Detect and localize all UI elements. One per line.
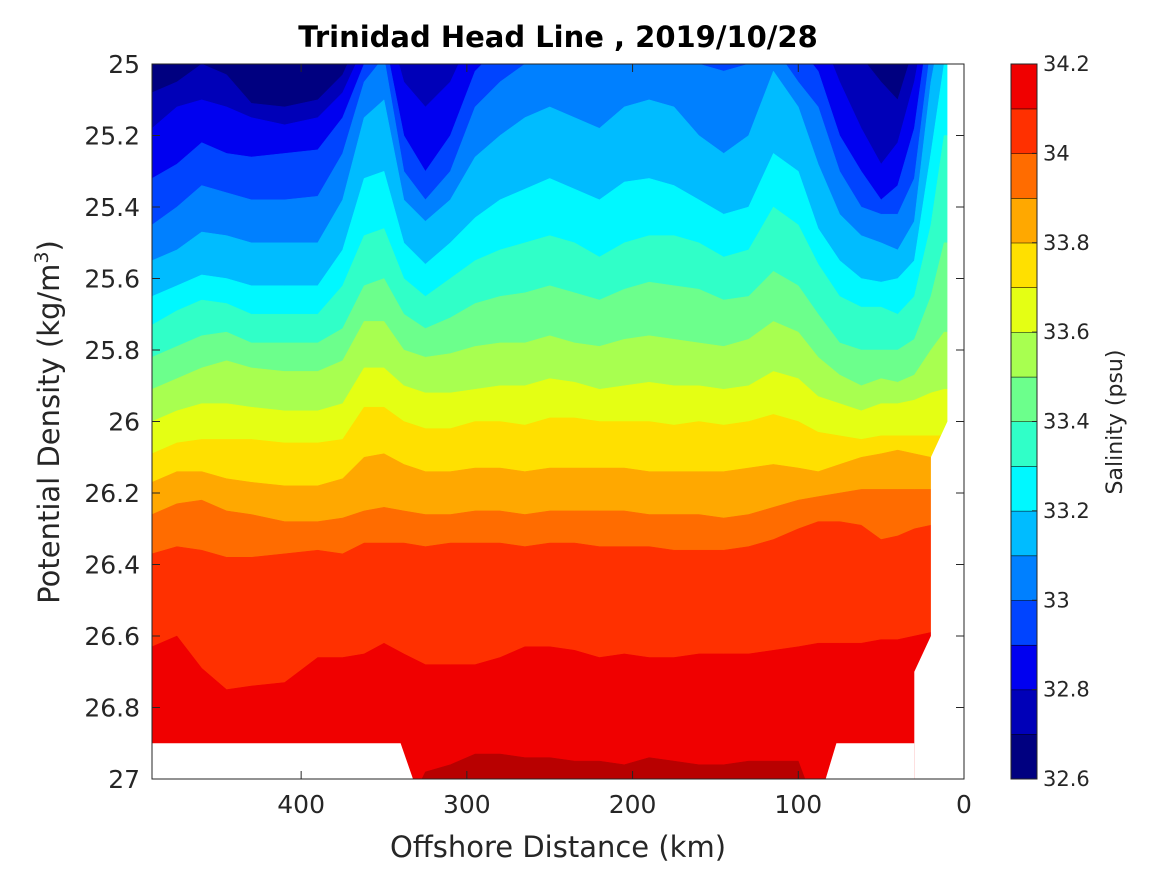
colorbar-segment-33.5 [1011, 332, 1037, 377]
y-tick-label: 25.4 [84, 193, 140, 222]
y-tick-label: 25 [108, 50, 140, 79]
y-tick-label: 26 [108, 408, 140, 437]
colorbar-segment-33.3 [1011, 421, 1037, 467]
y-axis-ticks: 25 25.2 25.4 25.6 25.8 26 26.2 26.4 26.6 26.8 27 [84, 50, 964, 794]
colorbar-tick-label: 33.8 [1043, 231, 1090, 255]
x-tick-label: 200 [609, 790, 657, 819]
colorbar-segment-33.4 [1011, 376, 1037, 422]
colorbar-segment-34.1 [1011, 64, 1037, 109]
y-tick-label: 27 [108, 765, 140, 794]
colorbar-segment-32.7 [1011, 689, 1037, 735]
colorbar-tick-label: 34 [1043, 141, 1070, 165]
colorbar-segment-32.8 [1011, 644, 1037, 690]
salinity-band-34.2 [421, 753, 806, 779]
colorbar-segment-32.6 [1011, 734, 1037, 779]
y-tick-label: 26.2 [84, 479, 140, 508]
colorbar-segment-33.9 [1011, 153, 1037, 199]
colorbar-tick-label: 33.4 [1043, 410, 1090, 434]
y-tick-label: 25.8 [84, 336, 140, 365]
x-tick-label: 400 [277, 790, 325, 819]
no-data-region-0 [152, 743, 413, 779]
y-tick-label: 25.2 [84, 122, 140, 151]
colorbar-segment-33.2 [1011, 466, 1037, 511]
colorbar-label: Salinity (psu) [1103, 350, 1128, 495]
y-tick-label: 25.6 [84, 265, 140, 294]
colorbar-segment-33.6 [1011, 287, 1037, 333]
y-tick-label: 26.8 [84, 694, 140, 723]
colorbar-segment-32.9 [1011, 600, 1037, 645]
colorbar: 32.6 32.8 33 33.2 33.4 33.6 33.8 34 34.2 [1010, 52, 1090, 791]
colorbar-segment-33.0 [1011, 555, 1037, 601]
colorbar-tick-label: 33 [1043, 588, 1070, 612]
x-tick-label: 300 [443, 790, 491, 819]
no-data-mask [152, 64, 964, 779]
y-tick-label: 26.4 [84, 551, 140, 580]
colorbar-segment-34.0 [1011, 108, 1037, 154]
y-axis-label: Potential Density (kg/m3) [31, 240, 66, 604]
colorbar-segment-33.7 [1011, 242, 1037, 288]
colorbar-tick-label: 32.6 [1043, 767, 1090, 791]
colorbar-tick-label: 33.2 [1043, 499, 1090, 523]
y-tick-label: 26.6 [84, 622, 140, 651]
colorbar-segment-33.8 [1011, 198, 1037, 243]
colorbar-tick-label: 32.8 [1043, 678, 1090, 702]
colorbar-tick-label: 33.6 [1043, 320, 1090, 344]
salinity-contour-fills [152, 64, 964, 779]
colorbar-segment-33.1 [1011, 510, 1037, 556]
x-tick-label: 0 [956, 790, 972, 819]
x-axis-label: Offshore Distance (km) [390, 830, 726, 864]
chart-title: Trinidad Head Line , 2019/10/28 [298, 20, 818, 54]
salinity-band-34.1 [152, 632, 964, 779]
x-axis-ticks: 400 300 200 100 0 [277, 64, 972, 819]
colorbar-tick-label: 34.2 [1043, 52, 1090, 76]
no-data-region-2 [914, 64, 964, 779]
no-data-region-1 [825, 743, 915, 779]
x-tick-label: 100 [774, 790, 822, 819]
